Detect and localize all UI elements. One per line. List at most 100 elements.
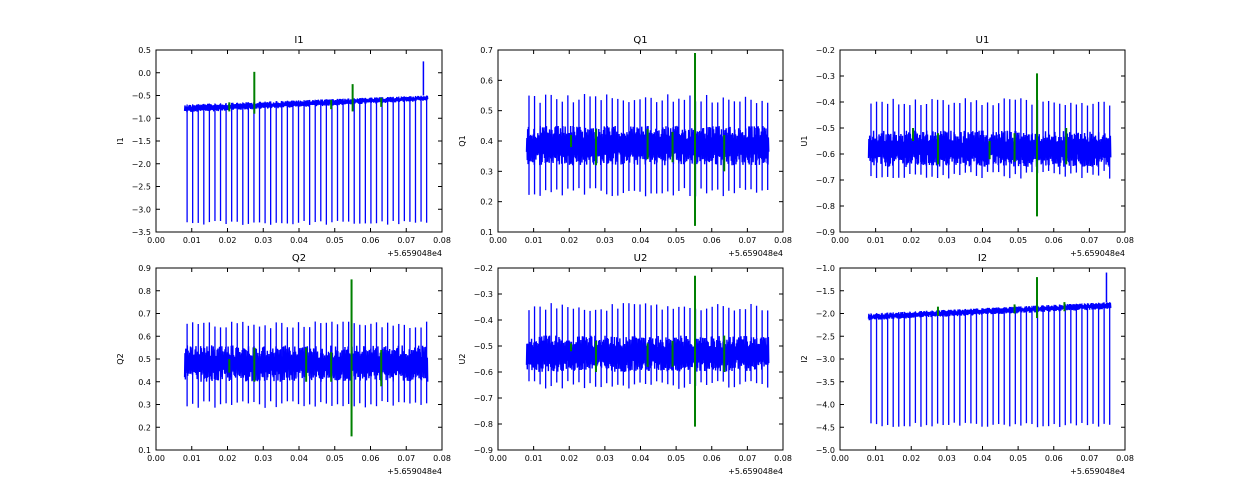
y-axis-label: Q1: [458, 135, 467, 146]
y-tick-label: −0.2: [474, 264, 493, 273]
plot-area: [867, 73, 1112, 217]
plot-area: [525, 275, 770, 427]
y-tick-label: 0.5: [138, 355, 151, 364]
subplot-u2: 0.00 0.01 0.02 0.03 0.04 0.05 0.06 0.07 0.08 −0.2…: [458, 253, 792, 476]
x-tick-label: 0.02: [902, 454, 920, 463]
x-tick-label: 0.00: [147, 236, 165, 245]
y-tick-label: 0.7: [480, 46, 493, 55]
x-tick-label: 0.02: [902, 236, 920, 245]
y-tick-label: −0.3: [816, 72, 835, 81]
y-tick-label: −0.3: [474, 290, 493, 299]
x-tick-label: 0.06: [1045, 454, 1063, 463]
y-tick-label: −2.0: [816, 310, 835, 319]
x-tick-label: 0.02: [219, 236, 237, 245]
y-tick-label: 0.0: [138, 69, 151, 78]
y-tick-label: 0.4: [138, 378, 151, 387]
y-tick-label: −3.0: [816, 355, 835, 364]
x-tick-label: 0.04: [974, 236, 992, 245]
x-tick-label: 0.03: [254, 454, 272, 463]
y-tick-label: −0.4: [474, 316, 493, 325]
x-tick-label: 0.06: [362, 236, 380, 245]
y-tick-label: −1.5: [132, 137, 151, 146]
y-tick-label: 0.2: [480, 198, 493, 207]
x-tick-label: 0.05: [667, 236, 685, 245]
y-tick-label: −0.4: [816, 98, 835, 107]
y-axis-label: I1: [116, 137, 125, 144]
y-tick-label: −3.5: [132, 228, 151, 237]
x-tick-label: 0.06: [703, 236, 721, 245]
subplot-title: I1: [294, 35, 303, 46]
subplot-q1: 0.00 0.01 0.02 0.03 0.04 0.05 0.06 0.07 0.08 0.7 0…: [458, 35, 792, 258]
x-tick-label: 0.03: [596, 236, 614, 245]
plot-area: [525, 53, 770, 226]
x-tick-label: 0.05: [326, 236, 344, 245]
subplot-title: I2: [978, 253, 987, 264]
x-offset-label: +5.659048e4: [387, 467, 442, 476]
x-tick-label: 0.00: [489, 236, 507, 245]
y-tick-label: 0.5: [138, 46, 151, 55]
y-tick-label: −0.2: [816, 46, 835, 55]
y-tick-label: −5.0: [816, 446, 835, 455]
x-tick-label: 0.04: [290, 454, 308, 463]
x-offset-label: +5.659048e4: [387, 249, 442, 258]
subplot-u1: 0.00 0.01 0.02 0.03 0.04 0.05 0.06 0.07 0.08 −0.2…: [800, 35, 1134, 258]
x-tick-label: 0.06: [362, 454, 380, 463]
x-tick-label: 0.04: [632, 236, 650, 245]
y-tick-label: −0.5: [816, 124, 835, 133]
y-tick-label: −4.5: [816, 423, 835, 432]
y-tick-label: −0.5: [474, 342, 493, 351]
y-tick-label: −0.6: [816, 150, 835, 159]
x-tick-label: 0.04: [290, 236, 308, 245]
y-tick-label: 0.7: [138, 310, 151, 319]
x-tick-label: 0.07: [738, 454, 756, 463]
subplot-i1: 0.00 0.01 0.02 0.03 0.04 0.05 0.06 0.07 0.08 0.5 0…: [116, 35, 451, 258]
x-tick-label: 0.08: [774, 454, 792, 463]
y-tick-label: −1.5: [816, 287, 835, 296]
y-axis-label: Q2: [116, 353, 125, 364]
y-tick-label: −4.0: [816, 401, 835, 410]
y-tick-label: −1.0: [816, 264, 835, 273]
y-tick-label: −0.8: [816, 202, 835, 211]
y-tick-label: 0.8: [138, 287, 151, 296]
x-tick-label: 0.08: [433, 454, 451, 463]
x-tick-label: 0.01: [183, 236, 201, 245]
x-tick-label: 0.07: [1080, 236, 1098, 245]
subplot-title: U1: [976, 35, 990, 46]
y-tick-label: −2.0: [132, 160, 151, 169]
subplot-title: U2: [634, 253, 648, 264]
y-tick-label: 0.2: [138, 423, 151, 432]
x-tick-label: 0.03: [254, 236, 272, 245]
x-tick-label: 0.04: [974, 454, 992, 463]
x-tick-label: 0.00: [147, 454, 165, 463]
x-tick-label: 0.08: [774, 236, 792, 245]
x-tick-label: 0.05: [1009, 454, 1027, 463]
plot-area: [867, 272, 1112, 428]
x-tick-label: 0.01: [183, 454, 201, 463]
x-tick-label: 0.07: [738, 236, 756, 245]
subplot-i2: 0.00 0.01 0.02 0.03 0.04 0.05 0.06 0.07 0.08 −1.0…: [800, 253, 1134, 476]
plot-area: [183, 279, 429, 437]
y-tick-label: 0.6: [138, 332, 151, 341]
y-axis-label: U1: [800, 136, 809, 147]
y-tick-label: −3.0: [132, 205, 151, 214]
y-tick-label: −0.9: [816, 228, 835, 237]
y-tick-label: −0.6: [474, 368, 493, 377]
y-tick-label: 0.1: [138, 446, 151, 455]
y-tick-label: −2.5: [132, 183, 151, 192]
y-tick-label: −0.7: [816, 176, 835, 185]
x-tick-label: 0.05: [1009, 236, 1027, 245]
x-tick-label: 0.01: [525, 236, 543, 245]
x-tick-label: 0.07: [1080, 454, 1098, 463]
x-tick-label: 0.02: [219, 454, 237, 463]
plot-area: [183, 61, 429, 225]
x-tick-label: 0.04: [632, 454, 650, 463]
subplot-q2: 0.00 0.01 0.02 0.03 0.04 0.05 0.06 0.07 0.08 0.9 0…: [116, 253, 451, 476]
y-tick-label: 0.3: [138, 401, 151, 410]
y-tick-label: 0.5: [480, 107, 493, 116]
y-tick-label: 0.1: [480, 228, 493, 237]
y-tick-label: −0.8: [474, 420, 493, 429]
x-tick-label: 0.02: [560, 454, 578, 463]
x-tick-label: 0.08: [1116, 454, 1134, 463]
x-tick-label: 0.03: [596, 454, 614, 463]
